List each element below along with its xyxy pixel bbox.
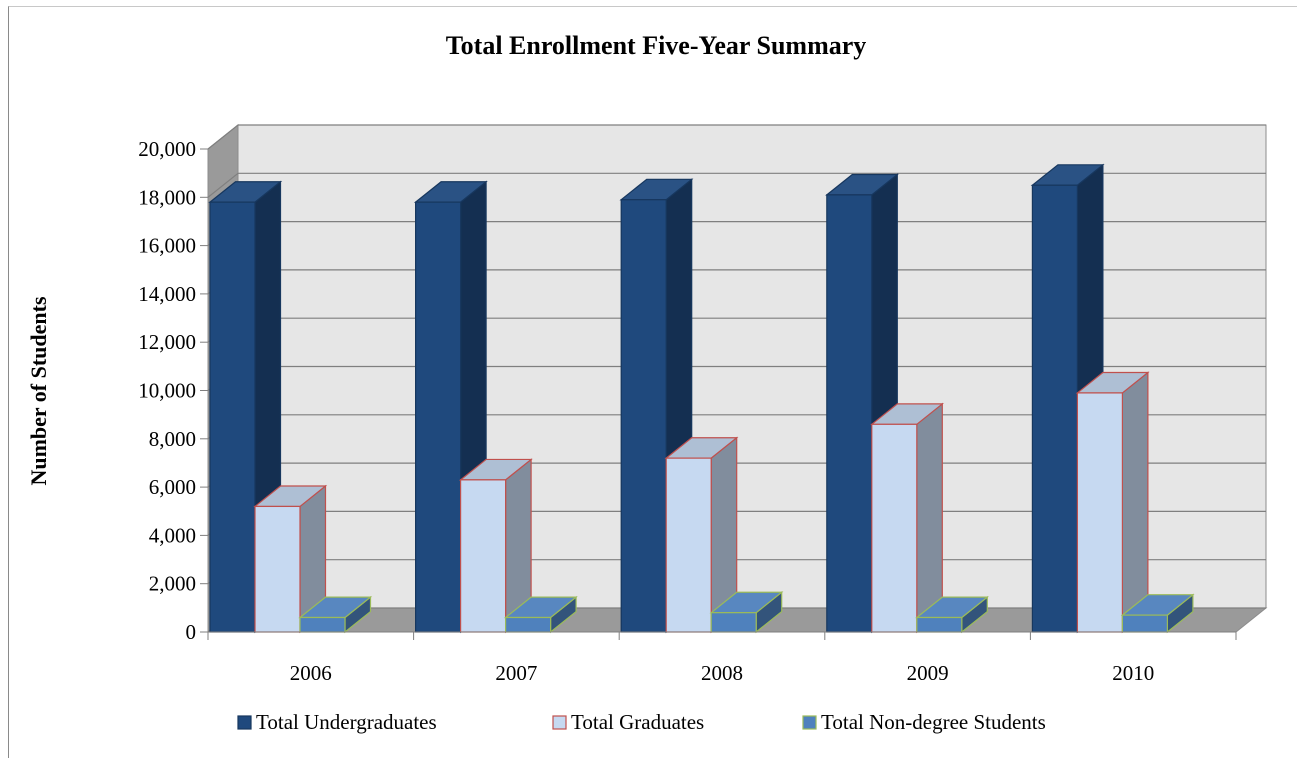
bar: [1031, 184, 1079, 633]
bar: [916, 616, 963, 633]
bar: [299, 616, 346, 633]
y-tick-label: 4,000: [149, 523, 196, 547]
x-tick-label: 2010: [1112, 661, 1154, 685]
bar: [1121, 614, 1169, 633]
y-tick-label: 2,000: [149, 572, 196, 596]
chart-title: Total Enrollment Five-Year Summary: [446, 31, 867, 60]
x-tick-label: 2007: [495, 661, 537, 685]
legend-swatch: [237, 715, 252, 730]
legend-swatch: [802, 715, 817, 730]
bar: [1076, 392, 1124, 633]
y-tick-label: 16,000: [138, 234, 196, 258]
gridline: [207, 172, 1266, 198]
legend-swatch: [552, 715, 567, 730]
bar: [254, 505, 301, 633]
bar: [826, 194, 873, 633]
legend-label: Total Graduates: [571, 710, 704, 734]
bar: [415, 201, 462, 633]
legend-label: Total Non-degree Students: [821, 710, 1046, 734]
chart-frame: [8, 6, 1297, 758]
x-tick-label: 2006: [290, 661, 332, 685]
y-tick-label: 6,000: [149, 475, 196, 499]
legend-label: Total Undergraduates: [256, 710, 437, 734]
y-tick-label: 12,000: [138, 330, 196, 354]
y-tick-label: 8,000: [149, 427, 196, 451]
bar: [209, 201, 256, 633]
y-tick-label: 14,000: [138, 282, 196, 306]
bar: [505, 616, 552, 633]
y-tick-label: 18,000: [138, 185, 196, 209]
y-tick-label: 10,000: [138, 379, 196, 403]
y-axis-label: Number of Students: [26, 296, 51, 486]
bar: [665, 457, 712, 633]
y-tick-label: 20,000: [138, 137, 196, 161]
y-tick-label: 0: [186, 620, 197, 644]
x-tick-label: 2009: [907, 661, 949, 685]
bar-side: [1121, 371, 1149, 634]
x-tick-label: 2008: [701, 661, 743, 685]
gridline: [207, 124, 1266, 150]
bar: [620, 199, 667, 633]
legend: Total Undergraduates Total Graduates Total…: [237, 710, 1046, 734]
bar: [460, 479, 507, 633]
bar: [710, 612, 757, 633]
bar-side: [916, 402, 943, 634]
bars: [208, 163, 1195, 634]
bar: [871, 423, 918, 633]
x-axis-ticks: 2006 2007 2008 2009 2010: [207, 631, 1237, 685]
y-axis-ticks: 0 2,000 4,000 6,000 8,000 10,000 12,000 14,000 1…: [138, 137, 208, 644]
